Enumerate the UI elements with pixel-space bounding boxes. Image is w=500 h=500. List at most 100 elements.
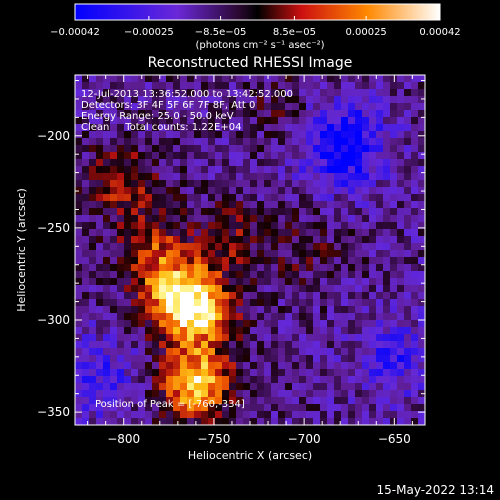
- heatmap-cell: [110, 299, 118, 307]
- heatmap-cell: [285, 299, 293, 307]
- heatmap-cell: [194, 313, 202, 321]
- heatmap-cell: [166, 257, 174, 265]
- heatmap-cell: [89, 236, 97, 244]
- heatmap-cell: [201, 201, 209, 209]
- heatmap-cell: [124, 362, 132, 370]
- heatmap-cell: [103, 390, 111, 398]
- heatmap-cell: [236, 320, 244, 328]
- heatmap-cell: [215, 152, 223, 160]
- heatmap-cell: [320, 306, 328, 314]
- heatmap-cell: [313, 89, 321, 97]
- heatmap-cell: [271, 313, 279, 321]
- heatmap-cell: [117, 152, 125, 160]
- heatmap-cell: [131, 264, 139, 272]
- heatmap-cell: [327, 82, 335, 90]
- heatmap-cell: [362, 411, 370, 419]
- heatmap-cell: [376, 75, 384, 83]
- heatmap-cell: [131, 103, 139, 111]
- heatmap-cell: [180, 103, 188, 111]
- heatmap-cell: [180, 355, 188, 363]
- heatmap-cell: [348, 103, 356, 111]
- heatmap-cell: [173, 390, 181, 398]
- heatmap-cell: [243, 341, 251, 349]
- heatmap-cell: [292, 383, 300, 391]
- heatmap-cell: [124, 334, 132, 342]
- heatmap-cell: [236, 131, 244, 139]
- heatmap-cell: [75, 257, 83, 265]
- heatmap-cell: [215, 138, 223, 146]
- heatmap-cell: [397, 348, 405, 356]
- heatmap-cell: [341, 222, 349, 230]
- heatmap-cell: [124, 159, 132, 167]
- heatmap-cell: [383, 82, 391, 90]
- heatmap-cell: [313, 411, 321, 419]
- heatmap-cell: [271, 306, 279, 314]
- heatmap-cell: [208, 208, 216, 216]
- heatmap-cell: [355, 313, 363, 321]
- heatmap-cell: [299, 75, 307, 83]
- heatmap-cell: [131, 110, 139, 118]
- heatmap-cell: [229, 348, 237, 356]
- heatmap-cell: [201, 159, 209, 167]
- heatmap-cell: [145, 180, 153, 188]
- heatmap-cell: [285, 327, 293, 335]
- colorbar: [75, 4, 440, 20]
- heatmap-cell: [138, 397, 146, 405]
- heatmap-cell: [376, 243, 384, 251]
- heatmap-cell: [397, 320, 405, 328]
- heatmap-cell: [145, 110, 153, 118]
- heatmap-cell: [404, 257, 412, 265]
- annotation-energy-range: Energy Range: 25.0 - 50.0 keV: [81, 111, 234, 122]
- heatmap-cell: [418, 271, 425, 279]
- heatmap-cell: [173, 341, 181, 349]
- heatmap-cell: [257, 187, 265, 195]
- heatmap-cell: [145, 264, 153, 272]
- heatmap-cell: [180, 145, 188, 153]
- heatmap-cell: [320, 82, 328, 90]
- heatmap-cell: [327, 117, 335, 125]
- heatmap-cell: [229, 215, 237, 223]
- heatmap-cell: [201, 194, 209, 202]
- heatmap-cell: [222, 250, 230, 258]
- heatmap-cell: [383, 292, 391, 300]
- heatmap-cell: [369, 292, 377, 300]
- heatmap-cell: [383, 131, 391, 139]
- heatmap-cell: [250, 285, 258, 293]
- heatmap-cell: [278, 194, 286, 202]
- heatmap-cell: [82, 355, 90, 363]
- heatmap-cell: [173, 96, 181, 104]
- heatmap-cell: [369, 159, 377, 167]
- heatmap-cell: [257, 236, 265, 244]
- heatmap-cell: [138, 166, 146, 174]
- heatmap-cell: [243, 271, 251, 279]
- heatmap-cell: [285, 96, 293, 104]
- heatmap-cell: [306, 320, 314, 328]
- heatmap-cell: [236, 159, 244, 167]
- heatmap-cell: [285, 243, 293, 251]
- heatmap-cell: [124, 243, 132, 251]
- heatmap-cell: [250, 404, 258, 412]
- heatmap-cell: [201, 341, 209, 349]
- heatmap-cell: [194, 411, 202, 419]
- heatmap-cell: [243, 131, 251, 139]
- heatmap-cell: [362, 173, 370, 181]
- heatmap-cell: [159, 124, 167, 132]
- heatmap-cell: [397, 208, 405, 216]
- heatmap-cell: [313, 208, 321, 216]
- heatmap-cell: [159, 285, 167, 293]
- heatmap-cell: [257, 362, 265, 370]
- heatmap-cell: [131, 75, 139, 83]
- heatmap-cell: [327, 299, 335, 307]
- heatmap-cell: [348, 383, 356, 391]
- heatmap-cell: [369, 152, 377, 160]
- heatmap-cell: [89, 264, 97, 272]
- heatmap-cell: [138, 320, 146, 328]
- x-tick-label: −700: [288, 432, 321, 446]
- heatmap-cell: [124, 299, 132, 307]
- heatmap-cell: [124, 173, 132, 181]
- heatmap-cell: [341, 75, 349, 83]
- heatmap-cell: [327, 285, 335, 293]
- heatmap-cell: [390, 131, 398, 139]
- heatmap-cell: [180, 376, 188, 384]
- heatmap-cell: [411, 264, 419, 272]
